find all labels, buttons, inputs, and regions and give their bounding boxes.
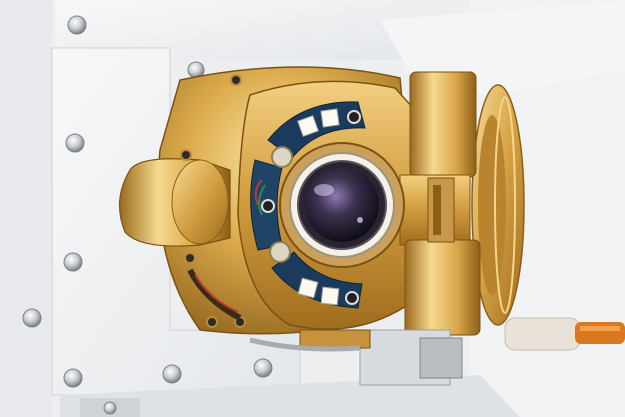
hood-disc-inner bbox=[478, 115, 506, 295]
screw-icon bbox=[22, 308, 42, 328]
led-icon bbox=[320, 286, 340, 306]
wire-green bbox=[258, 184, 266, 216]
lens-reflection bbox=[314, 184, 334, 196]
standoff-icon bbox=[271, 146, 293, 168]
cable-assembly bbox=[504, 317, 625, 351]
screw-icon bbox=[253, 358, 273, 378]
wire-red bbox=[254, 179, 263, 206]
led-icon bbox=[297, 277, 319, 299]
led-ring-board bbox=[250, 101, 366, 309]
screw-icon bbox=[65, 133, 85, 153]
cable-ribbon bbox=[249, 337, 361, 352]
screw-icon bbox=[184, 252, 196, 264]
panel-top-right bbox=[380, 0, 625, 95]
led-icon bbox=[320, 108, 340, 128]
hood-disc-rim bbox=[494, 96, 516, 314]
panel-screws bbox=[22, 15, 273, 415]
screw-icon bbox=[63, 252, 83, 272]
connector-gold-pins bbox=[299, 329, 371, 349]
screw-icon bbox=[206, 316, 218, 328]
cable-orange bbox=[575, 322, 625, 344]
wire-bundle bbox=[187, 268, 242, 321]
standoff-icon bbox=[269, 241, 291, 263]
pcb-screw-icon bbox=[347, 110, 361, 124]
lower-connector bbox=[187, 268, 463, 386]
cable-orange-highlight bbox=[580, 326, 620, 331]
cable-sleeve bbox=[504, 317, 581, 351]
hinge-slot-shadow bbox=[433, 185, 441, 235]
body-screws bbox=[180, 74, 246, 328]
lens-highlight bbox=[357, 217, 363, 223]
lens bbox=[279, 142, 405, 268]
wire-bundle-red bbox=[194, 274, 239, 313]
hinge-barrel bbox=[409, 71, 477, 178]
lens-glass bbox=[305, 168, 379, 242]
hinge-lower bbox=[404, 239, 481, 336]
led-icon bbox=[297, 115, 319, 137]
pcb-screw-icon bbox=[261, 199, 275, 213]
screw-icon bbox=[180, 149, 192, 161]
left-rail bbox=[0, 0, 52, 417]
screw-icon bbox=[67, 15, 87, 35]
screw-icon bbox=[63, 368, 83, 388]
pcb-arc-bottom bbox=[271, 251, 363, 309]
screw-icon bbox=[162, 364, 182, 384]
lens-hood-disc bbox=[471, 84, 525, 326]
screw-icon bbox=[103, 401, 117, 415]
screw-icon bbox=[230, 74, 242, 86]
pcb-screw-icon bbox=[345, 291, 359, 305]
connector-slot bbox=[419, 337, 463, 379]
cylinder-end bbox=[171, 159, 229, 245]
